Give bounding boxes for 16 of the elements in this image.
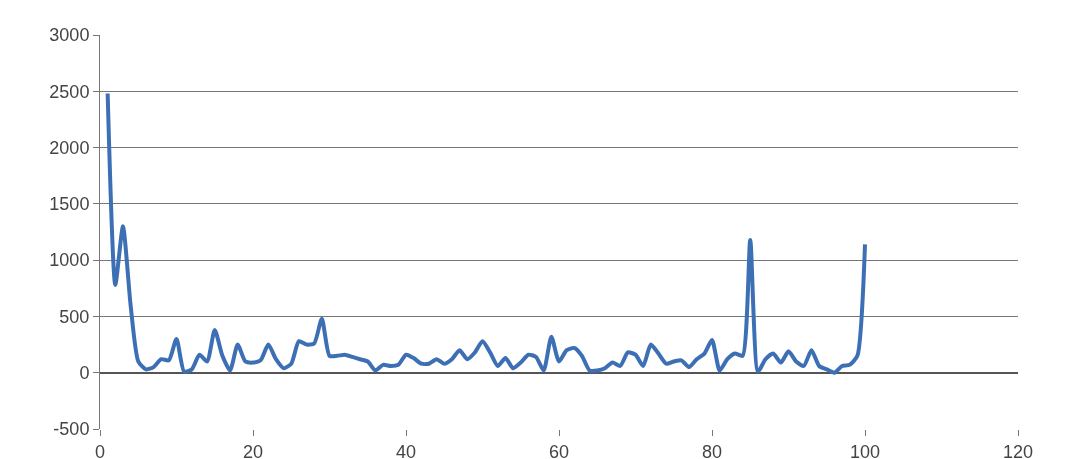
y-tick-label: 2000 [49, 137, 90, 158]
y-tick-label: 1500 [49, 194, 90, 215]
y-tick-label: 0 [79, 363, 90, 384]
y-tick-label: 1000 [49, 250, 90, 271]
x-tick-label: 0 [94, 441, 106, 459]
y-tick-label: -500 [53, 419, 90, 440]
y-tick-label: 500 [59, 306, 90, 327]
y-tick-label: 3000 [49, 25, 90, 46]
x-tick-label: 40 [395, 441, 417, 459]
x-tick-label: 120 [1002, 441, 1034, 459]
x-tick-label: 20 [242, 441, 264, 459]
x-tick-label: 100 [849, 441, 881, 459]
x-tick-label: 60 [548, 441, 570, 459]
y-tick-label: 2500 [49, 81, 90, 102]
x-tick-label: 80 [701, 441, 723, 459]
line-series [105, 91, 867, 375]
